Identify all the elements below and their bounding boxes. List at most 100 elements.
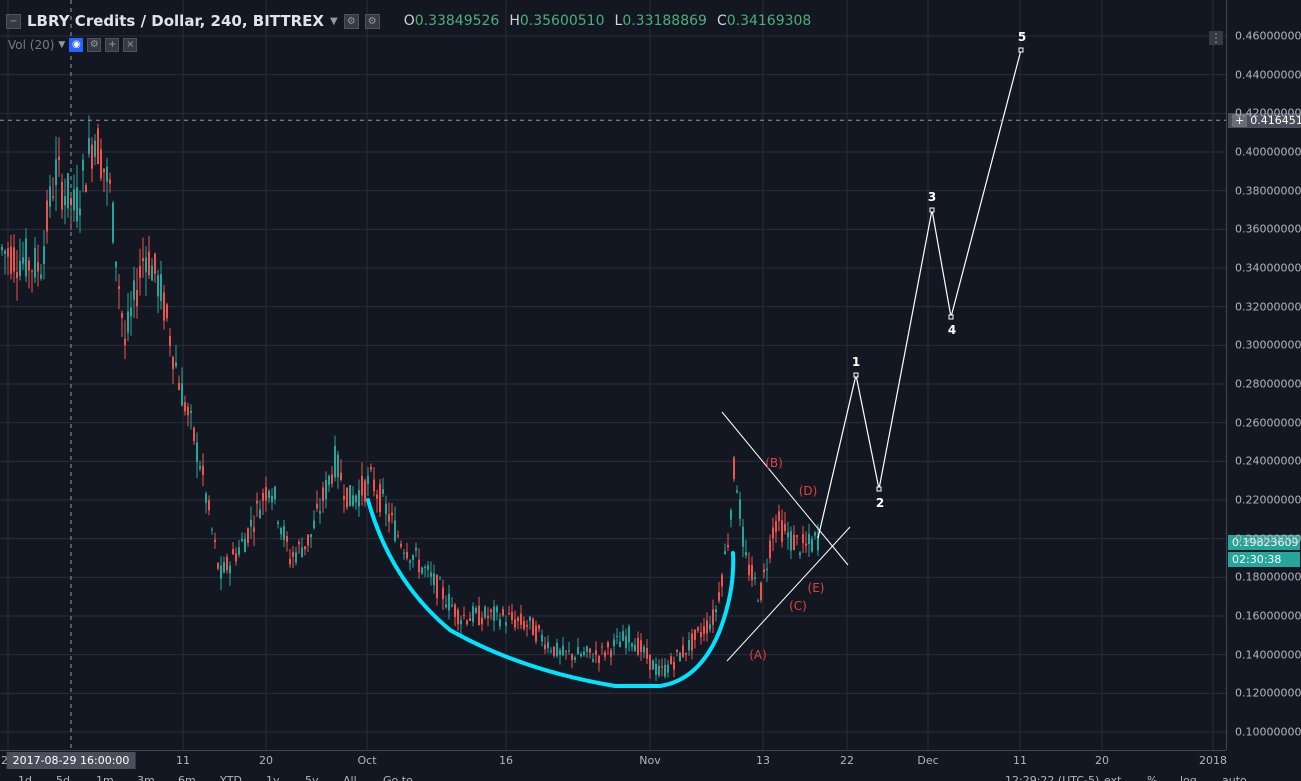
candle-body: [214, 539, 216, 542]
chevron-down-icon[interactable]: ▼: [329, 15, 338, 27]
eye-icon[interactable]: ◉: [69, 38, 84, 52]
wave-point: [876, 486, 882, 492]
price-tick-label: 0.18000000: [1235, 570, 1301, 584]
candle-body: [706, 620, 708, 634]
candle-body: [715, 609, 717, 613]
price-axis[interactable]: ⋮ +0.41645162 0.19823609 02:30:38 0.4600…: [1209, 0, 1301, 750]
candle-body: [241, 539, 243, 541]
candle-body: [673, 661, 675, 670]
candle-body: [268, 490, 270, 499]
candle-body: [727, 544, 729, 548]
range-button[interactable]: Go to...: [383, 774, 424, 781]
candlestick-series: [1, 115, 819, 682]
candle-body: [367, 476, 369, 485]
price-tick-label: 0.24000000: [1235, 454, 1301, 468]
candle-body: [373, 479, 375, 492]
scale-option-button[interactable]: log: [1180, 774, 1197, 781]
range-button[interactable]: 5d: [56, 774, 70, 781]
scale-option-button[interactable]: ext: [1104, 774, 1122, 781]
volume-label[interactable]: Vol (20): [8, 38, 55, 52]
candle-body: [466, 620, 468, 625]
candle-body: [196, 442, 198, 462]
candle-body: [754, 577, 756, 580]
plus-icon[interactable]: +: [105, 38, 120, 52]
candle-body: [517, 617, 519, 622]
price-tick-label: 0.14000000: [1235, 648, 1301, 662]
candle-body: [79, 208, 81, 216]
candle-body: [430, 572, 432, 577]
crosshair-price-label: +0.41645162: [1228, 113, 1301, 128]
candle-body: [229, 565, 231, 574]
candle-body: [343, 495, 345, 500]
range-button[interactable]: 3m: [137, 774, 155, 781]
candle-body: [316, 503, 318, 509]
candle-body: [712, 609, 714, 625]
candle-body: [610, 650, 612, 657]
range-button[interactable]: YTD: [220, 774, 242, 781]
candle-body: [124, 338, 126, 346]
candle-body: [238, 547, 240, 555]
candle-body: [4, 250, 6, 254]
candle-body: [76, 187, 78, 222]
candle-body: [652, 660, 654, 670]
settings-icon[interactable]: ⚙: [87, 38, 102, 52]
scale-option-button[interactable]: %: [1147, 774, 1158, 781]
price-tick-label: 0.40000000: [1235, 145, 1301, 159]
ohlc-open: O0.33849526: [403, 13, 500, 29]
candle-body: [733, 457, 735, 480]
candle-body: [166, 304, 168, 319]
range-button[interactable]: 6m: [178, 774, 196, 781]
wave-label: 5: [1018, 30, 1026, 44]
crosshair: [0, 0, 1226, 750]
wave-point: [929, 207, 935, 213]
candle-body: [454, 604, 456, 618]
range-button[interactable]: 1y: [266, 774, 280, 781]
time-axis[interactable]: 20182011Dec2213Nov16Oct201123 2017-08-29…: [0, 750, 1227, 773]
gear-icon[interactable]: ⚙: [364, 13, 380, 29]
collapse-icon[interactable]: −: [6, 13, 21, 29]
candle-body: [787, 532, 789, 538]
candle-body: [352, 495, 354, 506]
range-button[interactable]: 5y: [305, 774, 319, 781]
close-icon[interactable]: ×: [123, 38, 138, 52]
elliott-wave-path: [817, 49, 1022, 539]
candle-body: [154, 253, 156, 274]
candle-body: [490, 609, 492, 612]
time-tick-label: Oct: [357, 754, 377, 767]
candle-body: [364, 480, 366, 502]
range-button[interactable]: All: [343, 774, 357, 781]
candle-body: [61, 182, 63, 210]
price-chart[interactable]: 1 2 3 4 5 (A) (B) (C) (D) (E): [0, 0, 1226, 750]
candle-body: [256, 500, 258, 504]
candle-body: [817, 535, 819, 551]
range-button[interactable]: 1m: [96, 774, 114, 781]
candle-body: [559, 650, 561, 656]
candle-body: [604, 652, 606, 657]
chart-area[interactable]: 1 2 3 4 5 (A) (B) (C) (D) (E): [0, 0, 1226, 750]
candle-body: [526, 624, 528, 627]
symbol-title[interactable]: LBRY Credits / Dollar, 240, BITTREX: [27, 12, 324, 30]
scale-option-button[interactable]: auto: [1222, 774, 1247, 781]
candle-body: [772, 527, 774, 539]
candle-body: [247, 528, 249, 543]
candle-body: [580, 653, 582, 657]
candle-body: [340, 472, 342, 481]
scale-menu-icon[interactable]: ⋮: [1209, 31, 1223, 45]
chevron-down-icon[interactable]: ▼: [58, 40, 66, 50]
candle-body: [7, 248, 9, 257]
candle-body: [133, 280, 135, 300]
candle-body: [355, 495, 357, 503]
time-tick-label: 20: [259, 754, 273, 767]
range-button[interactable]: 1d: [18, 774, 32, 781]
wave-label: 4: [948, 323, 956, 337]
candle-body: [799, 552, 801, 556]
candle-body: [109, 179, 111, 184]
candle-body: [322, 487, 324, 502]
candle-body: [100, 149, 102, 179]
settings-icon[interactable]: ⚙: [343, 13, 359, 29]
candle-body: [442, 587, 444, 600]
candle-body: [574, 657, 576, 660]
candle-body: [685, 652, 687, 655]
candle-body: [499, 619, 501, 627]
time-tick-label: 11: [1013, 754, 1027, 767]
